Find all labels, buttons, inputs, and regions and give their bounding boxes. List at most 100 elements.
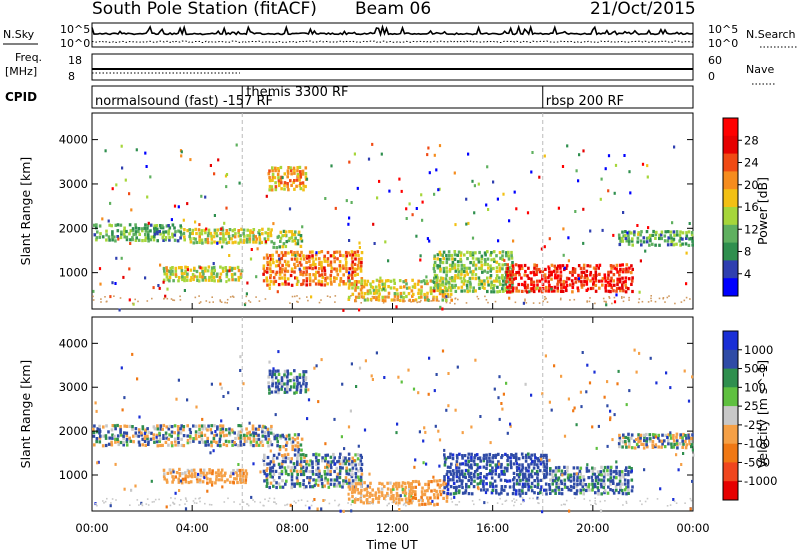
echo-cell bbox=[320, 280, 324, 284]
echo-scatter bbox=[528, 290, 531, 294]
ground-dot bbox=[397, 504, 400, 507]
echo-cell bbox=[383, 285, 387, 289]
echo-cell bbox=[494, 453, 498, 457]
echo-scatter bbox=[438, 187, 441, 191]
ground-dot bbox=[179, 295, 181, 298]
echo-scatter bbox=[122, 275, 125, 279]
echo-scatter bbox=[155, 435, 158, 439]
echo-cell bbox=[271, 257, 275, 261]
echo-cell bbox=[299, 244, 303, 248]
echo-cell bbox=[505, 251, 508, 255]
echo-cell bbox=[269, 279, 273, 284]
echo-cell bbox=[333, 276, 336, 280]
echo-cell bbox=[505, 273, 508, 277]
echo-cell bbox=[575, 489, 579, 493]
echo-cell bbox=[627, 239, 631, 243]
echo-cell bbox=[268, 267, 272, 271]
echo-cell bbox=[506, 463, 510, 467]
echo-cell bbox=[278, 445, 282, 449]
echo-cell bbox=[574, 280, 578, 284]
echo-cell bbox=[545, 459, 549, 463]
echo-cell bbox=[378, 292, 381, 296]
echo-cell bbox=[246, 431, 249, 435]
echo-cell bbox=[356, 457, 360, 461]
echo-scatter bbox=[682, 452, 685, 455]
echo-cell bbox=[666, 439, 670, 443]
echo-scatter bbox=[340, 435, 343, 439]
echo-cell bbox=[567, 488, 571, 492]
echo-cell bbox=[323, 472, 327, 476]
echo-scatter bbox=[216, 241, 219, 245]
echo-cell bbox=[631, 243, 634, 247]
echo-scatter bbox=[317, 483, 320, 487]
echo-scatter bbox=[607, 189, 610, 193]
echo-cell bbox=[441, 276, 445, 281]
ground-dot bbox=[169, 504, 172, 507]
echo-scatter bbox=[609, 418, 612, 422]
ground-dot bbox=[208, 503, 211, 506]
echo-scatter bbox=[412, 387, 416, 391]
echo-cell bbox=[285, 434, 289, 438]
echo-cell bbox=[454, 289, 458, 293]
echo-scatter bbox=[433, 192, 436, 196]
echo-cell bbox=[339, 253, 342, 257]
echo-cell bbox=[183, 276, 187, 280]
echo-scatter bbox=[371, 378, 374, 381]
echo-cell bbox=[123, 229, 126, 233]
echo-cell bbox=[198, 238, 201, 242]
echo-cell bbox=[338, 462, 342, 466]
echo-cell bbox=[93, 223, 96, 227]
nave-tick-top: 60 bbox=[708, 54, 722, 67]
echo-cell bbox=[299, 170, 302, 174]
echo-cell bbox=[158, 230, 161, 234]
echo-scatter bbox=[232, 472, 235, 476]
echo-cell bbox=[211, 469, 214, 473]
echo-cell bbox=[389, 497, 392, 501]
echo-cell bbox=[501, 257, 504, 261]
echo-cell bbox=[637, 231, 640, 235]
echo-cell bbox=[552, 469, 555, 473]
ground-dot bbox=[368, 501, 370, 504]
echo-scatter bbox=[513, 190, 516, 194]
echo-cell bbox=[302, 378, 306, 383]
echo-scatter bbox=[98, 267, 102, 271]
echo-cell bbox=[116, 229, 120, 233]
echo-cell bbox=[269, 472, 272, 476]
echo-cell bbox=[293, 376, 296, 380]
echo-cell bbox=[267, 444, 270, 448]
echo-cell bbox=[262, 266, 266, 270]
ground-dot bbox=[573, 298, 576, 301]
xtick-label: 12:00 bbox=[376, 521, 409, 535]
echo-cell bbox=[234, 240, 237, 244]
echo-cell bbox=[277, 388, 280, 392]
echo-cell bbox=[504, 478, 507, 483]
echo-scatter bbox=[638, 351, 641, 355]
echo-scatter bbox=[578, 153, 581, 157]
ground-dot bbox=[204, 502, 206, 505]
echo-cell bbox=[630, 271, 633, 275]
echo-cell bbox=[102, 425, 105, 429]
echo-cell bbox=[360, 286, 364, 290]
echo-scatter bbox=[454, 408, 457, 412]
echo-cell bbox=[506, 266, 509, 270]
echo-cell bbox=[399, 298, 402, 302]
echo-cell bbox=[225, 241, 229, 245]
echo-cell bbox=[630, 478, 634, 482]
echo-cell bbox=[664, 230, 667, 234]
echo-cell bbox=[381, 282, 384, 286]
echo-cell bbox=[210, 480, 214, 484]
echo-cell bbox=[512, 471, 516, 475]
echo-scatter bbox=[186, 202, 189, 206]
echo-cell bbox=[438, 292, 442, 296]
echo-cell bbox=[123, 424, 126, 428]
echo-cell bbox=[285, 240, 289, 244]
echo-cell bbox=[554, 488, 557, 492]
echo-cell bbox=[320, 478, 323, 482]
echo-cell bbox=[320, 266, 324, 270]
echo-scatter bbox=[277, 350, 280, 354]
echo-cell bbox=[604, 283, 608, 287]
echo-scatter bbox=[400, 189, 403, 193]
echo-cell bbox=[239, 238, 242, 242]
echo-cell bbox=[299, 388, 303, 392]
echo-cell bbox=[630, 433, 634, 437]
